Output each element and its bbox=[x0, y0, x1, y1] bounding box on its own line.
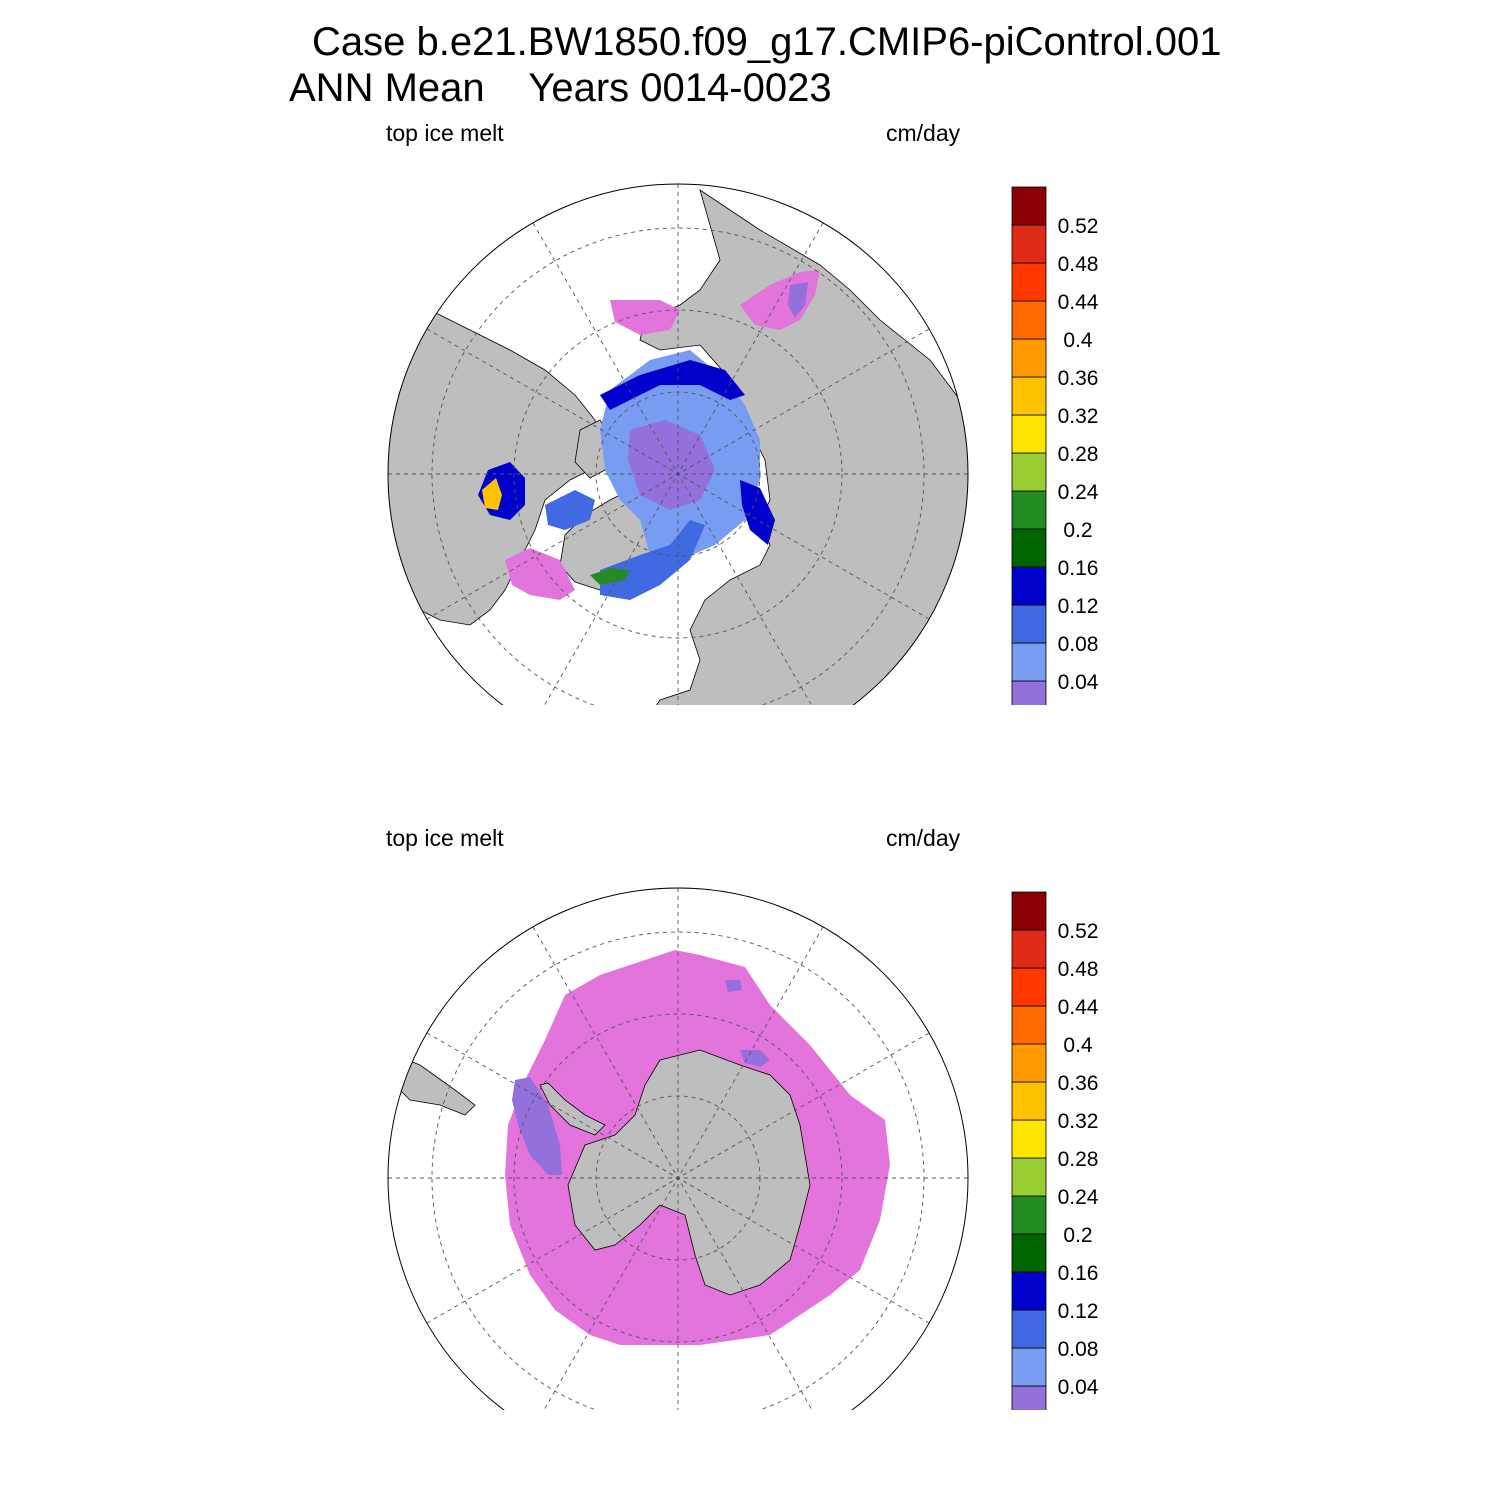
north-panel-left-label: top ice melt bbox=[386, 120, 504, 146]
south-colorbar-swatch bbox=[1011, 1385, 1047, 1410]
south-melt-indian-patch bbox=[725, 980, 742, 992]
north-map-content bbox=[388, 184, 968, 705]
south-colorbar-label: 0.32 bbox=[1058, 1110, 1099, 1133]
north-colorbar-label: 0.32 bbox=[1058, 405, 1099, 428]
south-colorbar-label: 0.16 bbox=[1058, 1262, 1099, 1285]
south-colorbar-label: 0.4 bbox=[1063, 1034, 1093, 1057]
south-colorbar-swatch bbox=[1011, 1347, 1047, 1387]
south-colorbar-swatch bbox=[1011, 1081, 1047, 1121]
north-colorbar-label: 0.4 bbox=[1063, 329, 1093, 352]
south-colorbar-swatch bbox=[1011, 1233, 1047, 1273]
north-melt-green-coast bbox=[590, 568, 630, 585]
south-melt-ross-patch bbox=[740, 1050, 770, 1067]
south-melt-weddell-patch bbox=[512, 1077, 562, 1175]
south-colorbar-label: 0.28 bbox=[1058, 1148, 1099, 1171]
north-melt-siberian-shelf bbox=[600, 360, 745, 410]
north-melt-hudson-bay-warm bbox=[482, 478, 502, 510]
figure-title-line2: ANN Mean Years 0014-0023 bbox=[289, 66, 832, 110]
north-colorbar-label: 0.24 bbox=[1058, 481, 1099, 504]
north-colorbar-label: 0.52 bbox=[1058, 215, 1099, 238]
north-panel-units-label: cm/day bbox=[886, 120, 961, 146]
south-colorbar-swatch bbox=[1011, 1005, 1047, 1045]
north-colorbar-swatch bbox=[1011, 452, 1047, 492]
south-polar-map: 0.010.040.080.120.160.20.240.280.320.360… bbox=[387, 887, 1099, 1410]
south-colorbar-label: 0.2 bbox=[1063, 1224, 1092, 1247]
south-map-border bbox=[387, 887, 969, 1410]
south-map-content bbox=[388, 888, 968, 1410]
north-colorbar-label: 0.48 bbox=[1058, 253, 1099, 276]
north-colorbar-label: 0.08 bbox=[1058, 633, 1099, 656]
north-colorbar: 0.010.040.080.120.160.20.240.280.320.360… bbox=[1011, 186, 1099, 705]
north-polar-map: 0.010.040.080.120.160.20.240.280.320.360… bbox=[387, 183, 1099, 705]
figure-title-line1: Case b.e21.BW1850.f09_g17.CMIP6-piContro… bbox=[312, 20, 1222, 64]
south-colorbar-label: 0.44 bbox=[1058, 996, 1099, 1019]
north-colorbar-swatch bbox=[1011, 642, 1047, 682]
south-gridlines bbox=[388, 888, 968, 1410]
north-colorbar-label: 0.04 bbox=[1058, 671, 1099, 694]
north-colorbar-swatch bbox=[1011, 376, 1047, 416]
north-melt-okhotsk bbox=[610, 300, 680, 335]
north-colorbar-swatch bbox=[1011, 338, 1047, 378]
north-land-north-america bbox=[388, 299, 601, 626]
north-colorbar-swatch bbox=[1011, 528, 1047, 568]
north-colorbar-label: 0.44 bbox=[1058, 291, 1099, 314]
south-colorbar: 0.010.040.080.120.160.20.240.280.320.360… bbox=[1011, 891, 1099, 1410]
north-colorbar-swatch bbox=[1011, 224, 1047, 264]
north-colorbar-swatch bbox=[1011, 186, 1047, 226]
north-gridlines bbox=[388, 184, 968, 705]
south-colorbar-swatch bbox=[1011, 929, 1047, 969]
south-land-antarctica bbox=[567, 1049, 811, 1296]
north-colorbar-label: 0.2 bbox=[1063, 519, 1092, 542]
south-colorbar-label: 0.12 bbox=[1058, 1300, 1099, 1323]
north-melt-east-margin bbox=[740, 480, 775, 545]
south-colorbar-label: 0.04 bbox=[1058, 1376, 1099, 1399]
north-colorbar-swatch bbox=[1011, 604, 1047, 644]
north-colorbar-swatch bbox=[1011, 300, 1047, 340]
north-map-border bbox=[387, 183, 969, 705]
north-colorbar-label: 0.28 bbox=[1058, 443, 1099, 466]
north-melt-barents bbox=[600, 520, 705, 600]
north-colorbar-swatch bbox=[1011, 262, 1047, 302]
south-colorbar-label: 0.08 bbox=[1058, 1338, 1099, 1361]
south-colorbar-swatch bbox=[1011, 1043, 1047, 1083]
south-colorbar-label: 0.48 bbox=[1058, 958, 1099, 981]
south-panel-left-label: top ice melt bbox=[386, 825, 504, 851]
north-colorbar-swatch bbox=[1011, 566, 1047, 606]
south-colorbar-label: 0.24 bbox=[1058, 1186, 1099, 1209]
north-colorbar-swatch bbox=[1011, 680, 1047, 705]
south-colorbar-swatch bbox=[1011, 967, 1047, 1007]
south-colorbar-swatch bbox=[1011, 1119, 1047, 1159]
north-colorbar-label: 0.16 bbox=[1058, 557, 1099, 580]
south-colorbar-swatch bbox=[1011, 1271, 1047, 1311]
north-colorbar-swatch bbox=[1011, 414, 1047, 454]
south-panel-units-label: cm/day bbox=[886, 825, 961, 851]
south-colorbar-label: 0.36 bbox=[1058, 1072, 1099, 1095]
north-melt-central-core bbox=[628, 420, 715, 510]
north-colorbar-label: 0.36 bbox=[1058, 367, 1099, 390]
north-melt-bering-core bbox=[788, 282, 808, 318]
south-colorbar-swatch bbox=[1011, 1195, 1047, 1235]
north-colorbar-label: 0.12 bbox=[1058, 595, 1099, 618]
south-colorbar-swatch bbox=[1011, 1157, 1047, 1197]
south-colorbar-label: 0.52 bbox=[1058, 920, 1099, 943]
south-colorbar-swatch bbox=[1011, 891, 1047, 931]
south-land-peninsula bbox=[539, 1082, 606, 1136]
north-melt-baffin bbox=[545, 490, 595, 530]
south-colorbar-swatch bbox=[1011, 1309, 1047, 1349]
north-colorbar-swatch bbox=[1011, 490, 1047, 530]
north-melt-labrador-edge bbox=[505, 548, 575, 600]
